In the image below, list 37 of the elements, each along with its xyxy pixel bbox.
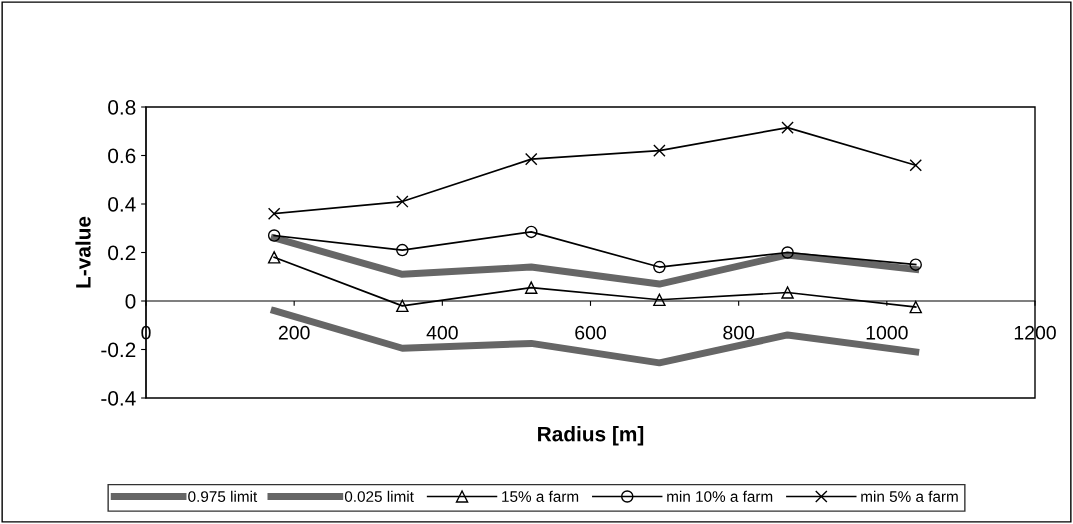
y-tick-label: 0.6 (108, 148, 136, 164)
point (909, 258, 922, 271)
point (653, 260, 666, 274)
legend-label: 0.025 limit (344, 490, 414, 502)
x-tick-label: 1000 (866, 325, 908, 340)
point (524, 281, 538, 294)
legend-label: min 5% a farm (861, 490, 958, 502)
point (781, 286, 794, 299)
point (267, 207, 281, 220)
point (267, 251, 281, 264)
point (653, 144, 666, 157)
point (396, 299, 409, 313)
point (781, 121, 794, 134)
point (524, 225, 538, 239)
point (653, 293, 666, 307)
y-tick-label: 0 (125, 294, 136, 309)
y-tick-label: -0.4 (101, 391, 136, 406)
x-tick-label: 200 (278, 325, 310, 340)
legend-label: 15% a farm (502, 490, 579, 502)
point (396, 195, 409, 208)
x-tick-label: 400 (426, 325, 458, 340)
y-tick-label: 0.4 (108, 197, 136, 212)
x-tick-label: 800 (723, 325, 755, 340)
point (781, 246, 794, 259)
point (524, 152, 538, 166)
legend-label: min 10% a farm (667, 490, 773, 502)
y-tick-label: -0.2 (101, 342, 136, 358)
point (909, 158, 922, 172)
x-tick-label: 600 (575, 325, 606, 340)
y-axis-title: L-value (75, 216, 91, 288)
point (909, 300, 922, 314)
y-tick-label: 0.2 (108, 245, 136, 261)
point (267, 229, 281, 242)
y-tick-label: 0.8 (108, 100, 136, 115)
legend-label: 0.975 limit (188, 490, 258, 502)
point (396, 243, 409, 257)
x-axis-title: Radius [m] (538, 426, 644, 446)
